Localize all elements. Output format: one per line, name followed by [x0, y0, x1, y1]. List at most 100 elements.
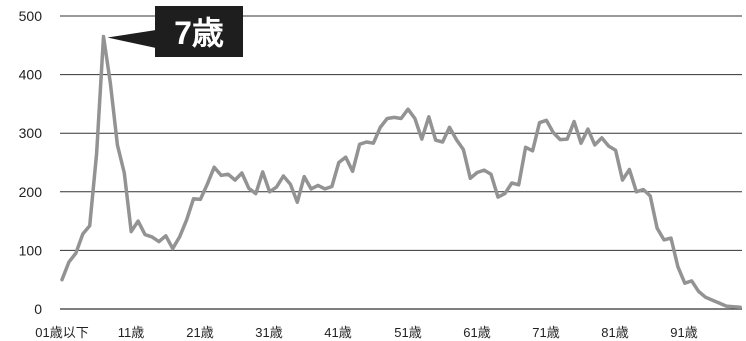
x-tick-label: 91歳 [670, 325, 697, 340]
data-point [614, 149, 617, 151]
data-point [248, 187, 250, 190]
data-point [386, 117, 389, 120]
data-point [144, 233, 146, 236]
data-point [511, 182, 513, 184]
data-point [241, 172, 243, 174]
data-point [656, 227, 658, 229]
data-point [268, 191, 271, 193]
data-point [379, 126, 382, 129]
data-point [732, 305, 734, 308]
data-point [158, 240, 160, 243]
data-point [393, 116, 396, 119]
data-point [441, 141, 444, 143]
data-point [75, 252, 77, 255]
data-point [455, 138, 458, 141]
x-tick-label: 81歳 [601, 325, 628, 340]
data-point [677, 266, 679, 268]
data-point [317, 184, 319, 187]
x-axis-ticks: 01歳以下 11歳 21歳 31歳 41歳 51歳 61歳 71歳 81歳 91歳 [35, 325, 697, 340]
data-point [483, 169, 485, 171]
data-point [102, 35, 105, 38]
data-point [289, 183, 292, 185]
y-tick-label: 0 [34, 301, 42, 317]
data-point [642, 188, 645, 191]
peak-callout: 7歳 [107, 6, 243, 57]
callout-box [155, 6, 243, 57]
data-point [469, 177, 472, 180]
y-axis-ticks: 0 100 200 300 400 500 [19, 8, 43, 317]
data-point [428, 116, 430, 118]
series-line-0 [60, 34, 742, 309]
series-layer [60, 34, 742, 309]
data-point [303, 175, 306, 178]
data-point [566, 138, 568, 140]
data-point [130, 230, 132, 233]
x-tick-label: 61歳 [463, 325, 490, 340]
data-point [545, 119, 548, 122]
y-tick-label: 300 [19, 125, 43, 141]
x-tick-label: 51歳 [394, 325, 421, 340]
data-point [151, 236, 153, 238]
data-point [490, 173, 492, 175]
data-point [476, 171, 479, 174]
data-point [524, 146, 527, 149]
data-point [344, 156, 347, 158]
y-tick-label: 500 [19, 8, 43, 24]
data-point [434, 139, 437, 141]
data-point [497, 196, 499, 198]
data-point [109, 82, 112, 85]
data-point [504, 192, 506, 195]
data-point [538, 121, 541, 124]
data-point [649, 195, 651, 197]
data-point [690, 280, 693, 282]
data-point [61, 278, 63, 281]
data-point [517, 184, 520, 186]
data-point [594, 144, 596, 146]
data-point [82, 233, 84, 235]
x-tick-label: 21歳 [186, 325, 213, 340]
data-point [68, 261, 70, 263]
data-point [663, 239, 665, 241]
data-point [414, 117, 416, 120]
x-tick-label: 01歳以下 [35, 325, 88, 340]
data-point [607, 145, 610, 147]
data-point [407, 108, 409, 110]
data-point [448, 126, 451, 129]
data-point [178, 236, 181, 238]
data-point [621, 179, 624, 181]
data-point [704, 296, 707, 299]
data-point [261, 171, 264, 173]
y-tick-label: 100 [19, 242, 43, 258]
data-point [670, 237, 672, 239]
data-point [338, 161, 340, 164]
callout-pointer [107, 30, 156, 48]
data-point [255, 192, 257, 195]
data-point [185, 219, 188, 221]
data-point [351, 170, 354, 173]
data-point [95, 152, 98, 155]
data-point [123, 172, 126, 174]
data-point [573, 120, 575, 123]
x-tick-label: 11歳 [118, 325, 145, 340]
data-point [400, 117, 402, 120]
data-point [365, 141, 368, 143]
data-point [227, 173, 229, 175]
x-tick-label: 71歳 [532, 325, 559, 340]
data-point [635, 191, 638, 193]
data-point [462, 148, 465, 151]
data-point [358, 143, 361, 146]
callout-label: 7歳 [174, 15, 224, 51]
data-point [559, 138, 561, 141]
data-point [331, 185, 333, 188]
x-tick-label: 41歳 [324, 325, 351, 340]
data-point [165, 235, 167, 237]
data-point [275, 186, 278, 188]
data-point [296, 201, 299, 204]
data-point [531, 150, 534, 152]
data-point [372, 142, 375, 144]
data-point [88, 225, 91, 227]
data-point [171, 247, 174, 250]
data-point [552, 131, 555, 134]
data-point [718, 302, 721, 304]
